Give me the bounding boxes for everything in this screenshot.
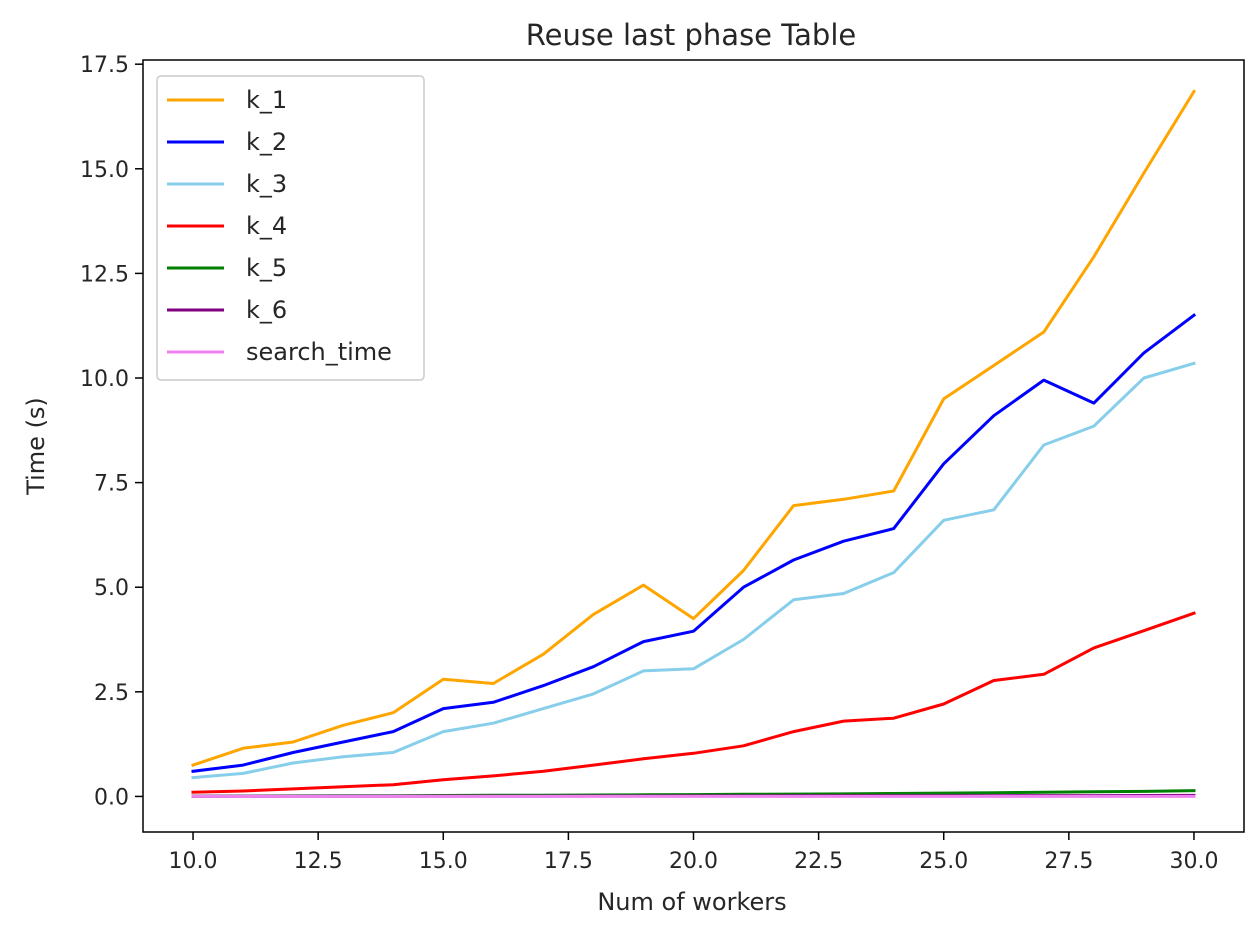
x-tick-label: 30.0 xyxy=(1169,849,1218,874)
x-axis-label: Num of workers xyxy=(597,888,786,916)
y-tick-label: 2.5 xyxy=(94,681,129,706)
y-tick-label: 7.5 xyxy=(94,472,129,497)
plot-area: 10.0 12.5 15.0 17.5 20.0 22.5 25.0 27.5 30.0 0.0… xyxy=(80,53,1245,874)
legend-label-k-1: k_1 xyxy=(246,86,287,114)
x-tick-label: 22.5 xyxy=(794,849,843,874)
series-line-k-1 xyxy=(191,89,1197,767)
y-tick-label: 12.5 xyxy=(80,262,129,287)
x-tick-label: 12.5 xyxy=(294,849,343,874)
x-tick-label: 25.0 xyxy=(919,849,968,874)
chart-title: Reuse last phase Table xyxy=(526,18,856,52)
legend: k_1 k_2 k_3 k_4 k_5 k_6 search_time xyxy=(156,75,425,381)
y-tick-label: 0.0 xyxy=(94,785,129,810)
x-tick-label: 15.0 xyxy=(419,849,468,874)
x-tick-label: 17.5 xyxy=(544,849,593,874)
y-tick-label: 10.0 xyxy=(80,367,129,392)
y-tick-label: 17.5 xyxy=(80,53,129,78)
x-axis: 10.0 12.5 15.0 17.5 20.0 22.5 25.0 27.5 30.0 xyxy=(169,832,1218,874)
legend-label-k-3: k_3 xyxy=(246,170,287,198)
legend-frame xyxy=(156,75,425,381)
series-lines xyxy=(191,89,1197,798)
y-axis-label: Time (s) xyxy=(22,397,50,496)
series-line-k-4 xyxy=(191,611,1196,794)
legend-label-search-time: search_time xyxy=(246,338,392,366)
y-tick-label: 5.0 xyxy=(94,576,129,601)
y-axis: 0.0 2.5 5.0 7.5 10.0 12.5 15.0 17.5 xyxy=(80,53,143,810)
series-line-k-2 xyxy=(191,313,1197,773)
y-tick-label: 15.0 xyxy=(80,158,129,183)
legend-label-k-4: k_4 xyxy=(246,212,287,240)
legend-label-k-5: k_5 xyxy=(246,254,287,282)
x-tick-label: 27.5 xyxy=(1044,849,1093,874)
x-tick-label: 20.0 xyxy=(669,849,718,874)
series-line-k-3 xyxy=(191,361,1196,780)
legend-label-k-6: k_6 xyxy=(246,296,287,324)
x-tick-label: 10.0 xyxy=(169,849,218,874)
legend-label-k-2: k_2 xyxy=(246,128,287,156)
